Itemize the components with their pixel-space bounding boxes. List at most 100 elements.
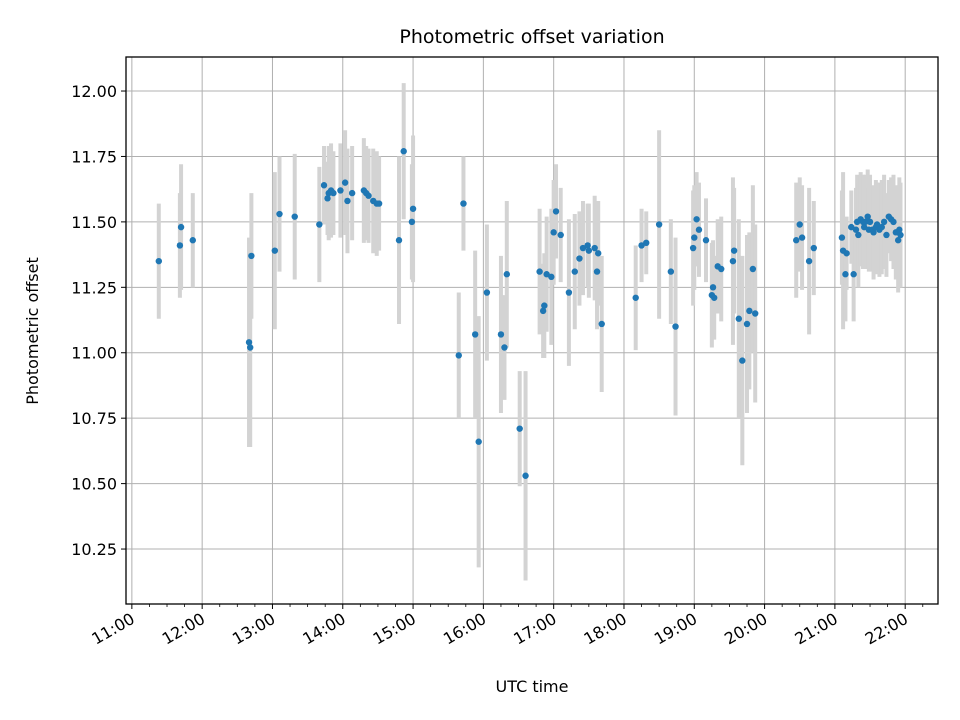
data-point	[598, 320, 605, 328]
data-point	[709, 284, 717, 291]
data-point	[557, 231, 564, 239]
data-point	[539, 307, 547, 315]
data-point	[796, 221, 803, 228]
data-point	[866, 218, 874, 226]
data-point	[291, 213, 298, 220]
data-point	[793, 237, 800, 244]
data-point	[730, 247, 738, 254]
data-point	[691, 234, 698, 241]
data-point	[638, 242, 645, 249]
data-point	[711, 294, 718, 301]
x-axis-title: UTC time	[496, 677, 569, 696]
data-point	[455, 352, 462, 359]
data-point	[870, 229, 877, 236]
data-point	[850, 271, 857, 278]
data-point	[483, 289, 491, 296]
data-point	[593, 268, 601, 275]
data-point	[883, 231, 890, 239]
data-point	[548, 273, 555, 281]
data-point	[798, 234, 806, 241]
data-point	[689, 244, 697, 252]
data-point	[375, 200, 383, 207]
data-point	[838, 234, 846, 241]
data-point	[890, 218, 897, 226]
data-point	[632, 294, 639, 301]
data-point	[842, 271, 849, 278]
data-point	[460, 200, 467, 207]
data-point	[576, 255, 583, 262]
data-point	[880, 218, 888, 226]
data-point	[894, 237, 902, 244]
data-point	[862, 218, 869, 226]
y-tick-label: 10.50	[71, 475, 117, 494]
data-point	[860, 223, 868, 231]
data-point	[810, 244, 817, 252]
chart-title: Photometric offset variation	[399, 26, 664, 48]
data-point	[324, 195, 331, 202]
data-point	[550, 229, 557, 236]
data-point	[878, 223, 885, 231]
data-point	[873, 221, 881, 228]
data-point	[852, 226, 860, 233]
data-point	[702, 237, 710, 244]
data-point	[543, 271, 550, 278]
data-point	[718, 265, 725, 273]
data-point	[693, 216, 700, 223]
data-point	[595, 250, 602, 257]
data-point	[729, 257, 737, 265]
data-point	[245, 339, 253, 346]
data-point	[271, 247, 279, 254]
data-point	[848, 223, 855, 231]
data-point	[584, 242, 591, 249]
data-point	[471, 331, 479, 338]
data-point	[248, 252, 255, 260]
y-tick-label: 11.25	[71, 278, 117, 297]
grid-lines	[126, 57, 938, 604]
data-point	[643, 239, 650, 247]
data-point	[155, 257, 163, 265]
data-point	[864, 213, 871, 220]
data-point	[591, 244, 598, 252]
data-point	[330, 189, 337, 197]
y-tick-label: 10.25	[71, 540, 117, 559]
data-point	[189, 237, 196, 244]
data-point	[276, 210, 283, 218]
data-point	[843, 250, 850, 257]
data-point	[337, 187, 344, 194]
y-tick-label: 11.00	[71, 344, 117, 363]
data-point	[585, 247, 593, 254]
data-point	[541, 302, 548, 309]
data-point	[752, 310, 759, 317]
data-point	[497, 331, 505, 338]
data-point	[344, 197, 351, 205]
data-point	[655, 221, 663, 228]
data-point	[341, 179, 349, 186]
data-point	[579, 244, 587, 252]
data-point	[247, 344, 254, 351]
data-point	[348, 189, 356, 197]
data-point	[897, 231, 904, 239]
y-tick-label: 11.75	[71, 147, 117, 166]
data-point	[501, 344, 508, 351]
data-point	[176, 242, 184, 249]
data-point	[400, 148, 407, 155]
y-tick-label: 10.75	[71, 409, 117, 428]
data-point	[896, 226, 903, 233]
data-point	[739, 357, 746, 364]
data-point	[746, 307, 753, 315]
data-point	[695, 226, 703, 233]
data-point	[395, 237, 403, 244]
data-point	[408, 218, 416, 226]
data-point	[855, 231, 862, 239]
data-point	[503, 271, 511, 278]
data-point	[565, 289, 573, 296]
data-point	[735, 315, 743, 322]
y-tick-label: 12.00	[71, 82, 117, 101]
y-axis: 10.25 10.50 10.75 11.00 11.25 11.50 11.75 12.00	[71, 82, 126, 559]
data-point	[409, 205, 417, 212]
data-point	[177, 223, 185, 231]
data-points	[155, 148, 904, 479]
plot-frame	[125, 56, 939, 605]
data-point	[552, 208, 560, 215]
y-axis-title: Photometric offset	[23, 257, 42, 405]
